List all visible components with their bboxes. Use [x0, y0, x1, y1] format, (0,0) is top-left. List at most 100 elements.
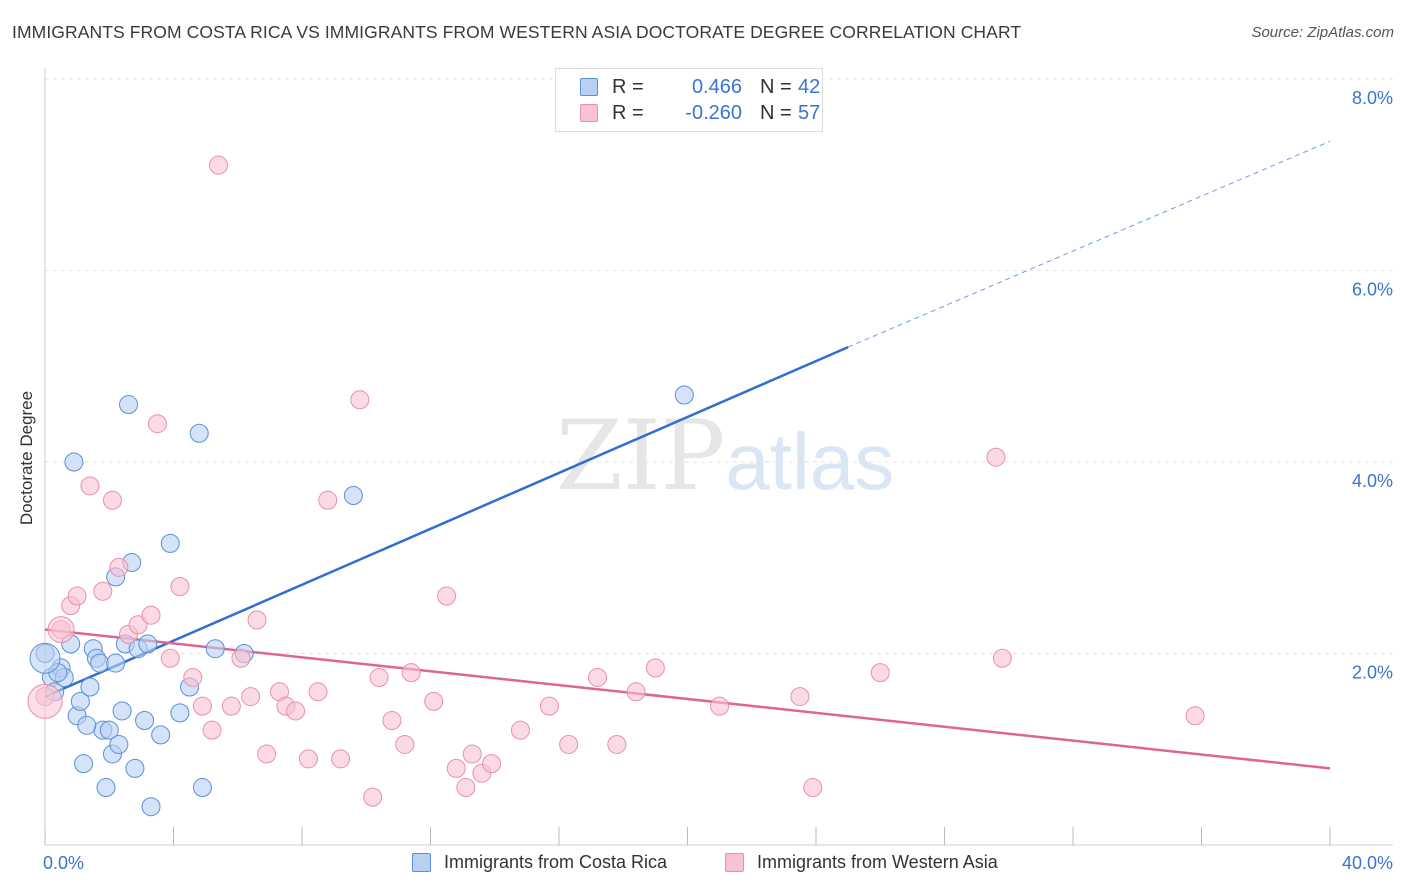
y-tick-label: 2.0% [1352, 663, 1393, 683]
point-costa-rica [674, 385, 694, 405]
point-western-asia [221, 696, 241, 716]
legend-n-value: 57 [798, 102, 821, 124]
point-costa-rica [343, 486, 363, 506]
point-western-asia [401, 663, 421, 683]
point-costa-rica [138, 634, 158, 654]
chart-title: IMMIGRANTS FROM COSTA RICA VS IMMIGRANTS… [12, 22, 1022, 42]
point-western-asia [286, 701, 306, 721]
point-western-asia [645, 658, 665, 678]
point-western-asia [363, 787, 383, 807]
data-points [27, 155, 1205, 817]
y-axis-title: Doctorate Degree [17, 390, 36, 526]
point-costa-rica [160, 533, 180, 553]
point-costa-rica [96, 778, 116, 798]
point-western-asia [510, 720, 530, 740]
point-costa-rica [135, 711, 155, 731]
series-label: Immigrants from Western Asia [757, 852, 998, 872]
point-western-asia [183, 667, 203, 687]
point-western-asia [626, 682, 646, 702]
point-western-asia [588, 667, 608, 687]
point-western-asia [986, 447, 1006, 467]
point-western-asia [192, 696, 212, 716]
watermark-atlas: atlas [725, 417, 895, 506]
point-western-asia [437, 586, 457, 606]
point-costa-rica [64, 452, 84, 472]
y-tick-label: 8.0% [1352, 88, 1393, 108]
grid-lines [45, 78, 1393, 654]
watermark-zip: ZIP [556, 400, 726, 512]
source-label: Source: ZipAtlas.com [1251, 24, 1394, 41]
point-western-asia [1185, 706, 1205, 726]
legend-n-label: N = [760, 102, 792, 124]
point-western-asia [202, 720, 222, 740]
point-costa-rica [189, 423, 209, 443]
x-tick-label: 40.0% [1342, 853, 1393, 873]
point-western-asia [369, 667, 389, 687]
point-western-asia [170, 576, 190, 596]
point-western-asia [102, 490, 122, 510]
point-costa-rica [70, 691, 90, 711]
trend-line-costa-rica [44, 345, 849, 698]
trend-extension-costa-rica [847, 140, 1331, 348]
y-tick-label: 4.0% [1352, 471, 1393, 491]
point-western-asia [462, 744, 482, 764]
point-western-asia [992, 648, 1012, 668]
point-western-asia [257, 744, 277, 764]
point-costa-rica [141, 797, 161, 817]
point-costa-rica [29, 642, 61, 674]
point-costa-rica [192, 778, 212, 798]
tick-labels: 2.0% 4.0% 6.0% 8.0% 0.0% 40.0% [43, 88, 1393, 873]
legend-swatch-pink [580, 104, 598, 122]
point-western-asia [539, 696, 559, 716]
point-western-asia [331, 749, 351, 769]
point-western-asia [67, 586, 87, 606]
point-costa-rica [151, 725, 171, 745]
x-tick-label: 0.0% [43, 853, 84, 873]
point-western-asia [208, 155, 228, 175]
legend-r-label: R = [612, 102, 644, 124]
point-western-asia [141, 605, 161, 625]
legend-swatch-blue [580, 78, 598, 96]
trend-line-western-asia [44, 628, 1331, 770]
watermark: ZIPatlas [556, 400, 894, 512]
point-western-asia [80, 476, 100, 496]
point-western-asia [395, 734, 415, 754]
point-western-asia [128, 615, 148, 635]
point-western-asia [231, 648, 251, 668]
legend-r-value: 0.466 [691, 76, 742, 98]
y-tick-label: 6.0% [1352, 280, 1393, 300]
series-label: Immigrants from Costa Rica [444, 852, 668, 872]
point-western-asia [607, 734, 627, 754]
point-costa-rica [77, 715, 97, 735]
point-western-asia [803, 778, 823, 798]
point-western-asia [109, 557, 129, 577]
point-western-asia [382, 711, 402, 731]
trend-lines [44, 140, 1331, 770]
point-western-asia [424, 691, 444, 711]
legend-r-value: -0.260 [685, 102, 742, 124]
point-western-asia [446, 758, 466, 778]
series-swatch-pink [725, 853, 744, 872]
correlation-legend: R = 0.466 N = 42 R = -0.260 N = 57 [555, 68, 823, 132]
point-costa-rica [99, 720, 119, 740]
point-costa-rica [74, 754, 94, 774]
axes [44, 68, 1393, 846]
point-western-asia [482, 754, 502, 774]
point-costa-rica [125, 758, 145, 778]
point-costa-rica [80, 677, 100, 697]
point-costa-rica [90, 653, 110, 673]
point-western-asia [710, 696, 730, 716]
point-western-asia [456, 778, 476, 798]
point-western-asia [350, 390, 370, 410]
point-western-asia [247, 610, 267, 630]
legend-n-value: 42 [798, 76, 821, 98]
point-western-asia [790, 687, 810, 707]
legend-r-label: R = [612, 76, 644, 98]
point-costa-rica [205, 639, 225, 659]
point-western-asia [308, 682, 328, 702]
point-western-asia [241, 687, 261, 707]
point-costa-rica [109, 734, 129, 754]
point-costa-rica [106, 653, 126, 673]
point-western-asia [559, 734, 579, 754]
